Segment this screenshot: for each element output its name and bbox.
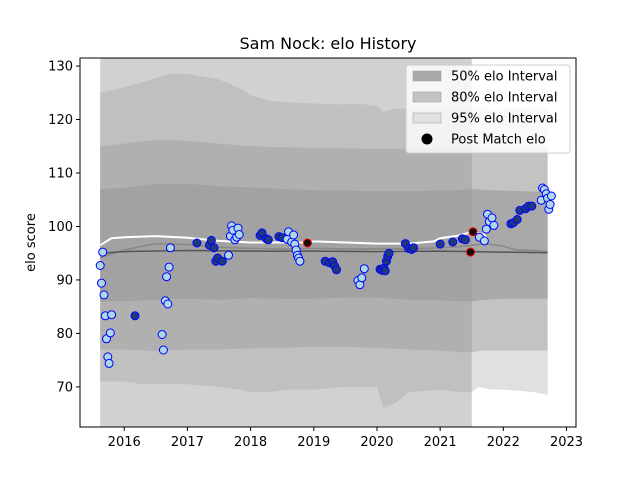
post-match-elo-point — [206, 235, 216, 245]
post-match-elo-point — [466, 247, 475, 257]
post-match-elo-point — [165, 243, 175, 253]
y-tick-label: 80 — [56, 327, 73, 342]
post-match-elo-point — [468, 227, 478, 237]
y-tick-label: 120 — [48, 113, 73, 128]
post-match-elo-point — [157, 330, 167, 339]
y-tick-label: 110 — [48, 166, 73, 181]
post-match-elo-point — [359, 264, 369, 274]
y-tick-label: 90 — [56, 273, 73, 288]
legend-swatch — [412, 70, 442, 82]
post-match-elo-point — [303, 238, 312, 248]
x-tick-label: 2018 — [234, 435, 267, 450]
post-match-elo-point — [224, 250, 233, 260]
legend-label: Post Match elo — [451, 133, 546, 148]
post-match-elo-point — [289, 230, 299, 240]
post-match-elo-point — [435, 239, 445, 249]
legend-label: 80% elo Interval — [451, 91, 558, 106]
legend-box — [405, 64, 571, 154]
legend-swatch — [412, 112, 442, 124]
post-match-elo-point — [217, 256, 227, 266]
y-tick-label: 130 — [48, 60, 73, 75]
post-match-elo-point — [487, 213, 497, 223]
post-match-elo-point — [479, 236, 489, 246]
x-tick-label: 2016 — [108, 435, 141, 450]
post-match-elo-point — [332, 265, 341, 275]
post-match-elo-point — [209, 243, 219, 253]
post-match-elo-point — [527, 201, 537, 211]
x-tick-label: 2021 — [424, 435, 457, 450]
post-match-elo-point — [357, 273, 367, 283]
x-tick-label: 2017 — [171, 435, 204, 450]
post-match-elo-point — [234, 230, 244, 239]
post-match-elo-point — [545, 200, 555, 209]
x-tick-label: 2020 — [360, 435, 393, 450]
post-match-elo-point — [164, 262, 174, 272]
post-match-elo-point — [384, 248, 394, 258]
post-match-elo-point — [448, 237, 458, 247]
post-match-elo-point — [192, 238, 202, 248]
legend-label: 50% elo Interval — [451, 70, 558, 85]
x-tick-label: 2019 — [297, 435, 330, 450]
post-match-elo-point — [481, 224, 491, 234]
post-match-elo-point — [489, 220, 499, 230]
legend-label: 95% elo Interval — [451, 112, 558, 127]
post-match-elo-point — [158, 345, 168, 355]
post-match-elo-point — [162, 272, 172, 282]
post-match-elo-point — [163, 299, 173, 309]
legend-marker — [421, 133, 433, 145]
white-expected-line — [99, 230, 489, 247]
post-match-elo-point — [512, 215, 522, 224]
post-match-elo-point — [380, 266, 390, 276]
y-axis: 70 80 90 100 110 120 130 — [48, 60, 80, 395]
post-match-elo-point — [104, 358, 114, 368]
post-match-elo-point — [257, 228, 267, 238]
post-match-elo-point — [409, 243, 419, 253]
post-match-elo-point — [263, 235, 273, 245]
y-axis-label: elo score — [24, 213, 39, 272]
legend: 50% elo Interval 80% elo Interval 95% elo … — [405, 64, 571, 154]
y-tick-label: 70 — [56, 380, 73, 395]
post-match-elo-point — [105, 328, 115, 338]
post-match-elo-point — [130, 311, 140, 321]
post-match-elo-point — [95, 261, 105, 270]
post-match-elo-point — [98, 247, 108, 257]
post-match-elo-point — [295, 256, 305, 266]
gray-rating-line — [99, 242, 548, 259]
x-axis: 2016 2017 2018 2019 2020 2021 2022 2023 — [108, 427, 583, 450]
post-match-elo-point — [460, 235, 470, 245]
y-tick-label: 100 — [48, 220, 73, 235]
post-match-elo-point — [107, 310, 117, 320]
plot-frame — [79, 57, 577, 428]
post-match-elo-point — [546, 191, 556, 201]
dark-gray-rating-line — [100, 249, 548, 254]
x-tick-label: 2022 — [487, 435, 520, 450]
x-tick-label: 2023 — [550, 435, 583, 450]
chart-title: Sam Nock: elo History — [239, 34, 416, 53]
legend-swatch — [412, 91, 442, 103]
post-match-elo-point — [97, 278, 106, 288]
post-match-elo-point — [99, 290, 109, 300]
